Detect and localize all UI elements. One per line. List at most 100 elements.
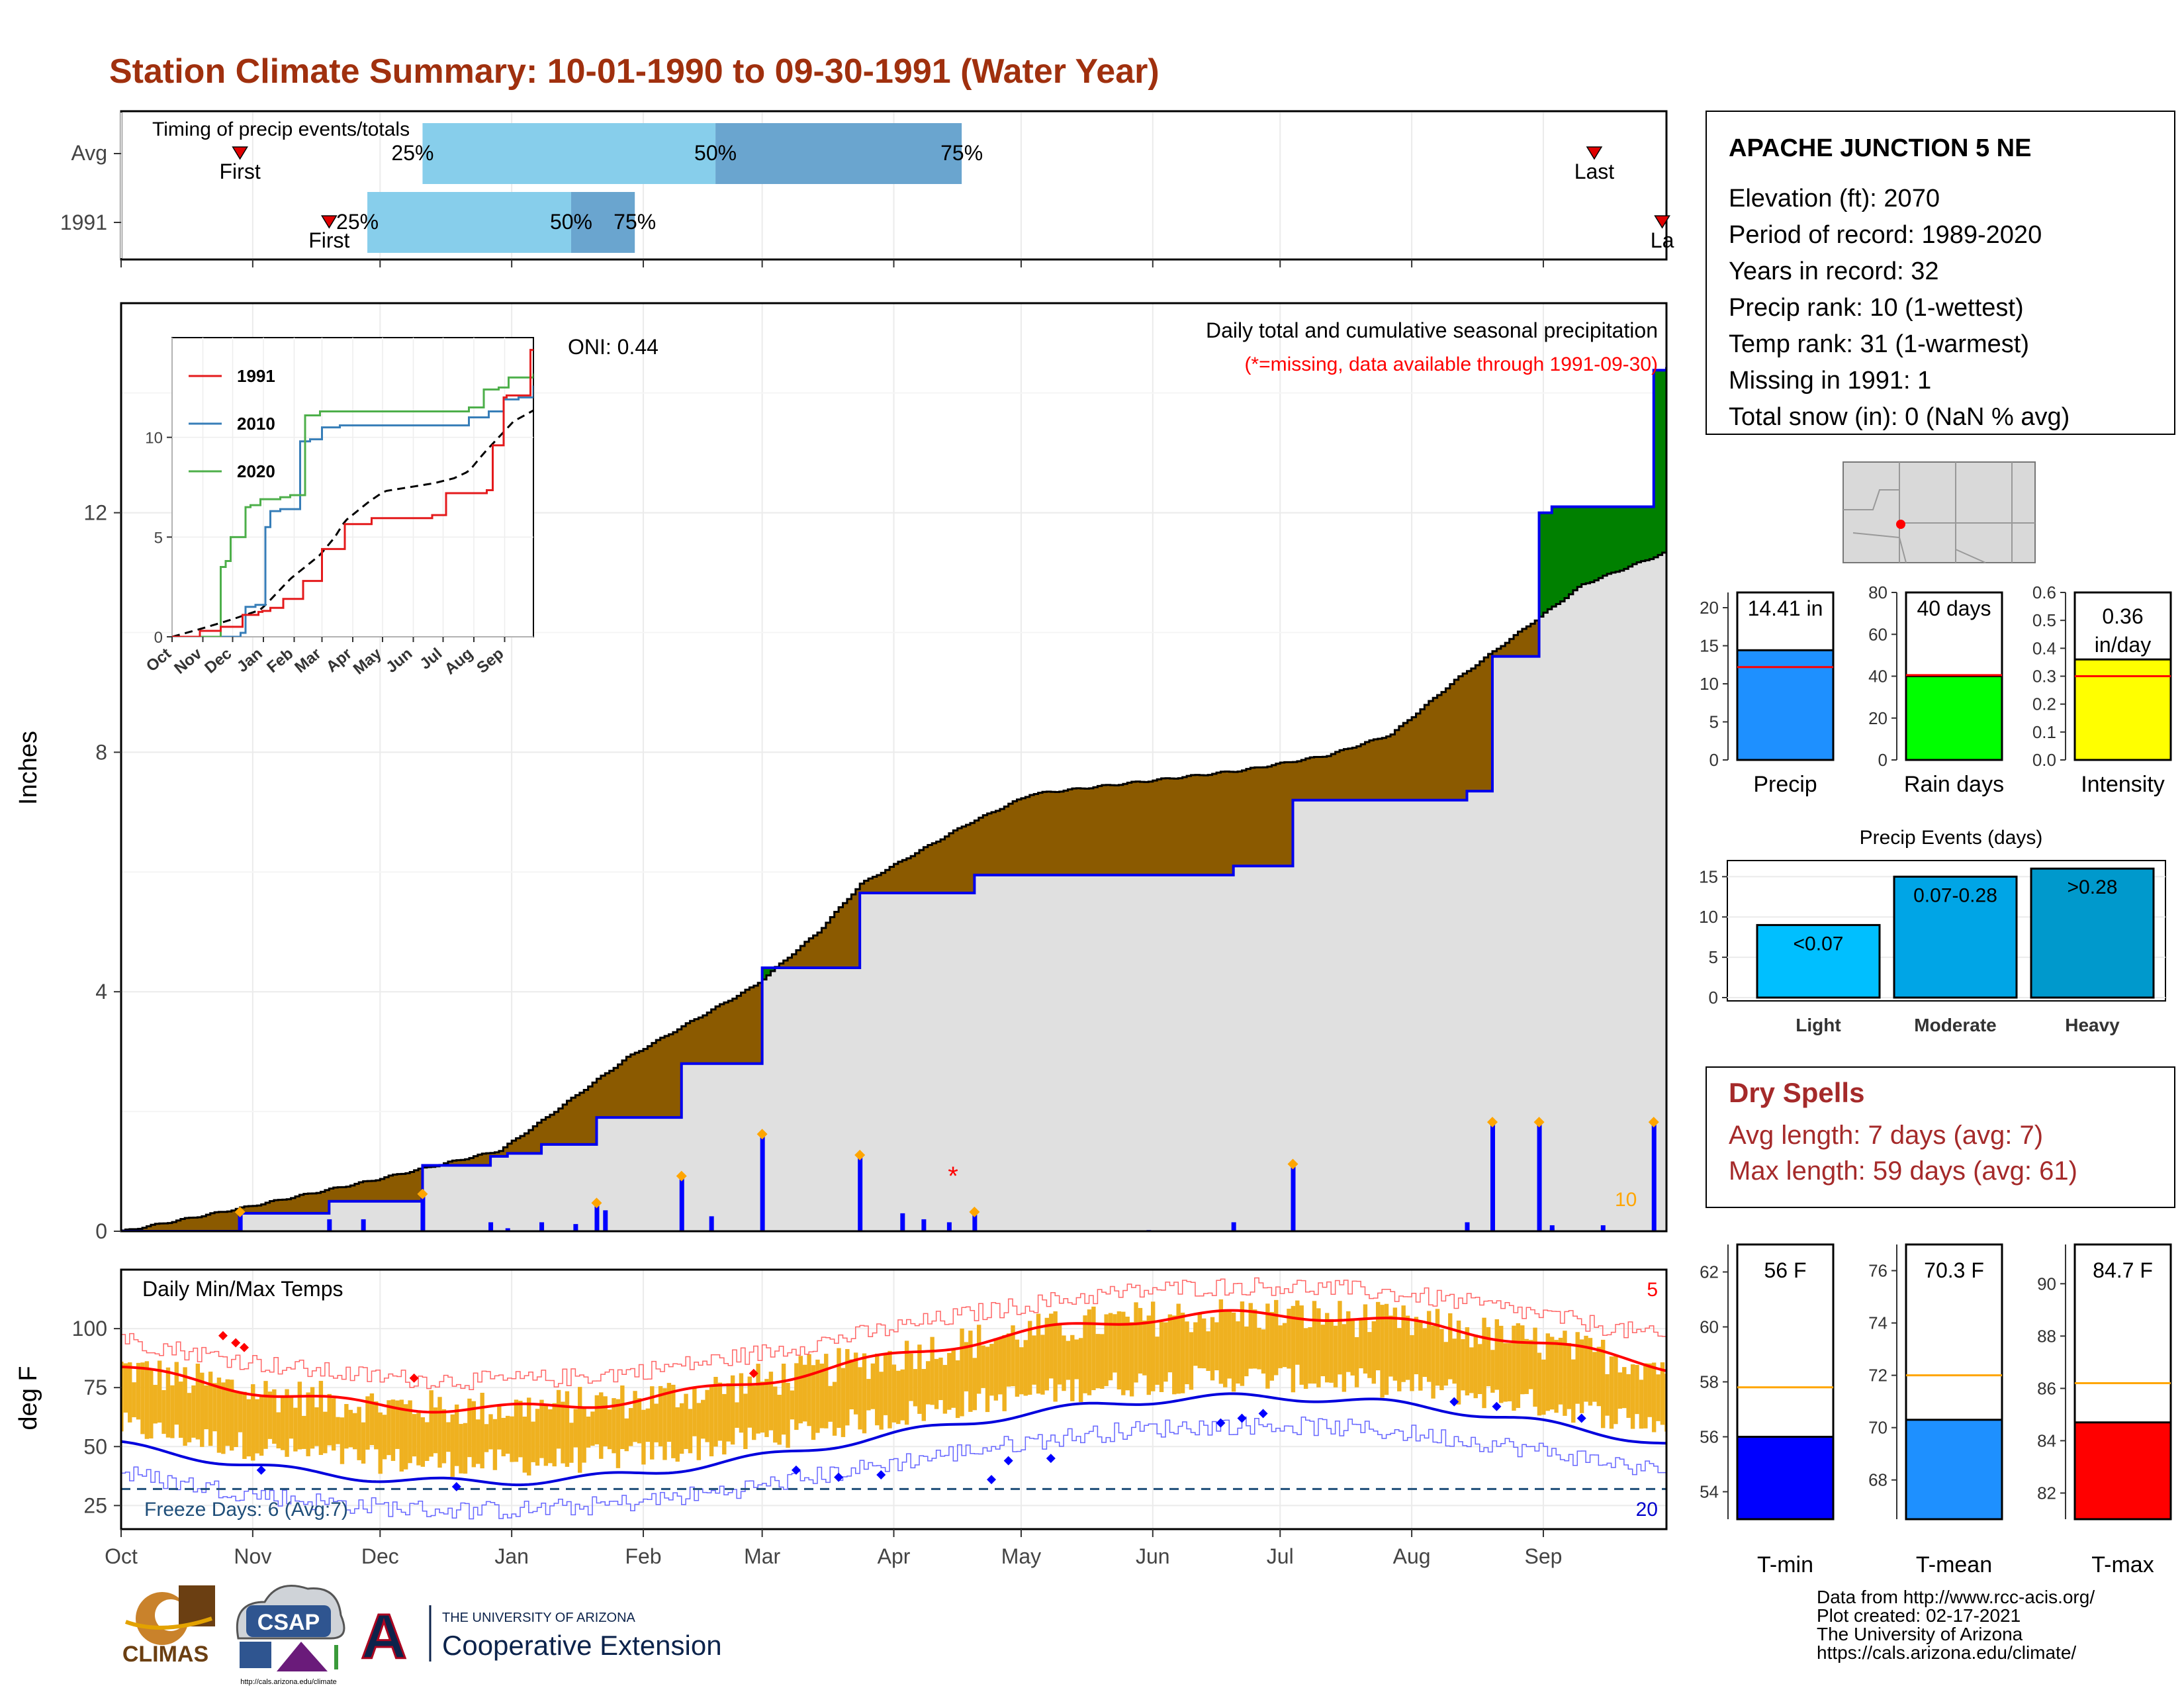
daily-temp-bar [1639,1380,1644,1429]
timing-bar-high [570,192,635,253]
daily-temp-bar [832,1382,837,1436]
summary-bar-tick-label: 0.3 [2032,667,2056,686]
daily-temp-bar [612,1398,616,1454]
daily-temp-bar [1426,1311,1432,1382]
events-tick-label: 5 [1709,947,1718,967]
daily-temp-bar [1295,1300,1300,1365]
daily-temp-bar [1584,1335,1588,1402]
daily-temp-bar [1142,1320,1147,1376]
daily-temp-bar [412,1414,417,1457]
daily-temp-bar [913,1369,918,1407]
daily-temp-bar [1600,1339,1606,1429]
daily-temp-bar [1473,1335,1478,1399]
timing-q50-label: 50% [694,141,737,165]
daily-precip-bar [603,1210,608,1231]
daily-temp-bar [586,1416,591,1448]
daily-temp-bar [416,1413,421,1466]
daily-temp-bar [862,1353,867,1434]
daily-temp-bar [1541,1359,1546,1415]
footer-line: Data from http://www.rcc-acis.org/ [1817,1587,2095,1607]
dry-avg: Avg length: 7 days (avg: 7) [1729,1121,2043,1150]
daily-temp-bar [1405,1315,1410,1380]
timing-q25-label: 25% [336,210,379,234]
temp-bar-tick-label: 58 [1700,1372,1719,1392]
daily-temp-bar [238,1391,243,1432]
daily-temp-bar [1185,1321,1189,1385]
daily-precip-bar [539,1222,545,1231]
daily-temp-bar [849,1359,854,1410]
daily-temp-bar [1163,1322,1168,1382]
daily-temp-bar [353,1413,357,1450]
daily-temp-bar [1057,1325,1062,1385]
daily-temp-bar [1499,1325,1504,1403]
record-high-line [121,1277,1666,1391]
daily-temp-bar [717,1382,723,1441]
daily-temp-bar [437,1397,442,1468]
station-info-line: Precip rank: 10 (1-wettest) [1729,294,2024,322]
daily-temp-bar [679,1403,684,1454]
daily-temp-bar [1571,1359,1576,1423]
daily-temp-bar [429,1390,433,1457]
daily-temp-bar [1537,1352,1542,1416]
heavy-event-marker [1287,1158,1298,1170]
month-label: Nov [234,1544,271,1568]
temp-bar-tick-label: 86 [2037,1378,2056,1398]
daily-temp-bar [565,1391,570,1467]
daily-temp-bar [157,1360,162,1423]
daily-temp-bar [195,1364,201,1440]
timing-q50-label: 50% [550,210,592,234]
summary-bar-tick-label: 40 [1868,667,1888,686]
daily-temp-bar [420,1417,426,1467]
daily-temp-bar [1622,1367,1627,1409]
daily-temp-bar [1346,1311,1351,1372]
daily-temp-bar [318,1381,324,1455]
summary-bar-tick-label: 80 [1868,583,1888,602]
temp-bar-value: 56 F [1764,1258,1806,1282]
heavy-event-marker [756,1129,768,1140]
observed-cumulative-line [121,367,1666,1231]
daily-temp-bar [1159,1322,1164,1392]
daily-precip-bar [573,1224,578,1231]
record-high-marker [231,1338,241,1348]
daily-temp-bar [650,1386,655,1460]
daily-temp-bar [1291,1305,1296,1393]
daily-temp-bar [641,1409,646,1465]
daily-temp-bar [1414,1317,1419,1375]
daily-temp-bar [1240,1301,1245,1386]
summary-bar-tick-label: 5 [1709,712,1719,732]
daily-temp-bar [548,1409,553,1464]
heavy-event-marker [234,1206,246,1217]
daily-temp-bar [870,1363,876,1409]
daily-temp-bar [569,1423,574,1463]
daily-temp-bar [883,1354,888,1415]
daily-temp-bar [514,1399,519,1462]
heavy-event-marker [969,1206,980,1217]
daily-temp-bar [909,1353,913,1401]
daily-temp-bar [1490,1350,1495,1393]
daily-temp-bar [340,1417,345,1464]
precip-ytick-label: 8 [95,740,107,764]
events-bar-value: >0.28 [2068,876,2118,898]
daily-temp-bar [267,1391,273,1439]
daily-temp-bar [161,1389,166,1434]
daily-temp-bar [947,1352,952,1410]
daily-temp-bar [136,1362,141,1420]
summary-bar-tick-label: 0.0 [2032,750,2056,770]
daily-temp-bar [819,1363,825,1429]
daily-temp-bar [1236,1321,1240,1384]
events-bar-value: <0.07 [1794,933,1844,955]
precip-ytick-label: 12 [83,501,107,525]
temp-bar-tick-label: 60 [1700,1317,1719,1337]
daily-temp-bar [1626,1374,1631,1418]
daily-temp-bar [216,1378,222,1453]
daily-temp-bar [662,1388,667,1460]
daily-temp-bar [811,1365,816,1440]
temp-ytick-label: 100 [72,1317,107,1340]
timing-bar-low [422,123,716,184]
daily-temp-bar [1660,1362,1665,1425]
inset-2020-line [172,373,533,637]
daily-temp-bar [255,1399,259,1454]
daily-temp-bar [701,1399,705,1439]
daily-temp-bar [837,1348,841,1429]
timing-bar-low [367,192,571,253]
